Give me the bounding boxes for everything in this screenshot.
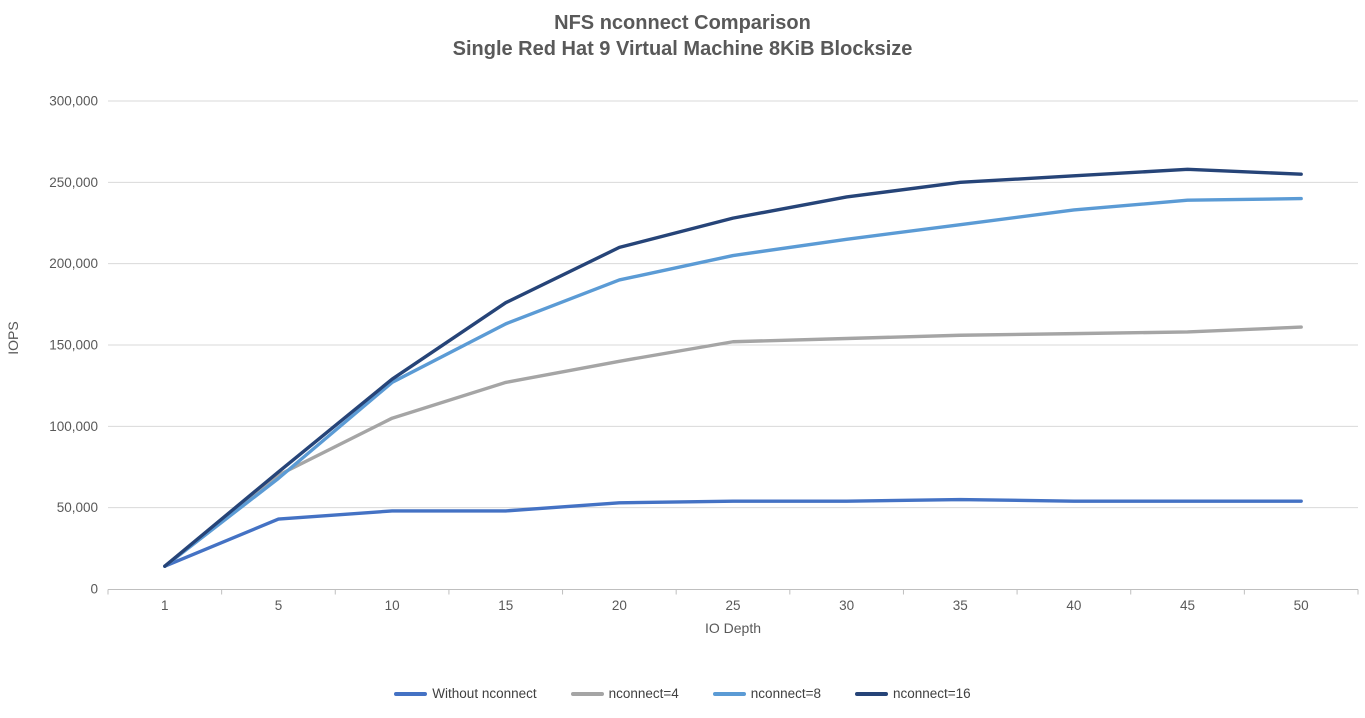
series-line-nconnect-4 — [163, 325, 1303, 568]
x-tick-label: 20 — [612, 598, 627, 613]
x-tick-label: 15 — [498, 598, 513, 613]
x-tick-label: 5 — [275, 598, 283, 613]
plot-area: 0 50,000 100,000 150,000 200,000 250,000 300,0… — [49, 94, 1359, 613]
y-tick-label: 150,000 — [49, 338, 98, 353]
legend-item: Without nconnect — [394, 686, 537, 701]
y-tick-label: 100,000 — [49, 419, 98, 434]
legend-line-swatch — [570, 691, 604, 696]
x-tick-label: 1 — [161, 598, 169, 613]
x-axis-title: IO Depth — [704, 620, 762, 636]
x-tick-label: 10 — [385, 598, 400, 613]
x-tick-label: 35 — [953, 598, 968, 613]
x-tick-label: 25 — [725, 598, 740, 613]
y-axis-title: IOPS — [5, 321, 21, 355]
series-line-nconnect-16 — [163, 167, 1303, 568]
legend-line-swatch — [712, 691, 746, 696]
legend-label: nconnect=4 — [608, 686, 679, 701]
x-tick-label: 50 — [1294, 598, 1309, 613]
chart-title-block: NFS nconnect Comparison Single Red Hat 9… — [0, 10, 1365, 62]
series-line-nconnect-8 — [163, 196, 1303, 568]
x-tick-label: 45 — [1180, 598, 1195, 613]
chart-title: NFS nconnect Comparison — [554, 12, 811, 34]
legend-line-swatch — [854, 691, 888, 696]
y-tick-label: 200,000 — [49, 256, 98, 271]
chart-subtitle: Single Red Hat 9 Virtual Machine 8KiB Bl… — [452, 38, 913, 60]
y-tick-label: 0 — [90, 582, 98, 597]
y-tick-label: 250,000 — [49, 175, 98, 190]
legend-label: nconnect=8 — [750, 686, 821, 701]
x-tick-label: 40 — [1066, 598, 1081, 613]
y-tick-label: 300,000 — [49, 94, 98, 109]
legend-item: nconnect=16 — [854, 686, 971, 701]
x-tick-label: 30 — [839, 598, 854, 613]
series-line-without-nconnect — [163, 497, 1303, 568]
legend-item: nconnect=4 — [570, 686, 679, 701]
y-tick-label: 50,000 — [57, 500, 98, 515]
legend-line-swatch — [394, 691, 428, 696]
legend: Without nconnect nconnect=4 nconnect=8 ncon… — [0, 686, 1365, 701]
legend-label: Without nconnect — [432, 686, 537, 701]
legend-label: nconnect=16 — [892, 686, 971, 701]
legend-item: nconnect=8 — [712, 686, 821, 701]
